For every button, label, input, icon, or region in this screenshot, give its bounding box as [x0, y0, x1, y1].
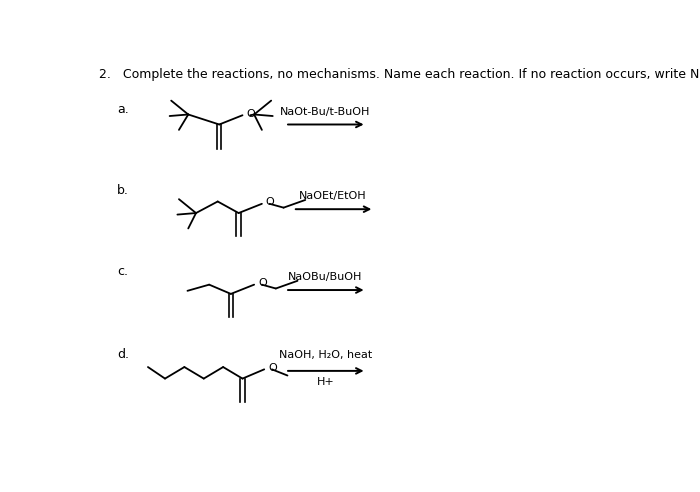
Text: NaOt-Bu/t-BuOH: NaOt-Bu/t-BuOH [280, 107, 370, 117]
Text: O: O [268, 363, 277, 373]
Text: NaOH, H₂O, heat: NaOH, H₂O, heat [279, 350, 372, 360]
Text: H+: H+ [316, 377, 335, 387]
Text: O: O [258, 278, 267, 288]
Text: b.: b. [117, 184, 129, 197]
Text: d.: d. [117, 348, 129, 361]
Text: O: O [266, 197, 274, 207]
Text: NaOBu/BuOH: NaOBu/BuOH [288, 273, 363, 282]
Text: O: O [246, 109, 255, 119]
Text: a.: a. [117, 103, 129, 116]
Text: NaOEt/EtOH: NaOEt/EtOH [300, 191, 367, 202]
Text: c.: c. [117, 265, 128, 277]
Text: 2.   Complete the reactions, no mechanisms. Name each reaction. If no reaction o: 2. Complete the reactions, no mechanisms… [99, 68, 700, 81]
